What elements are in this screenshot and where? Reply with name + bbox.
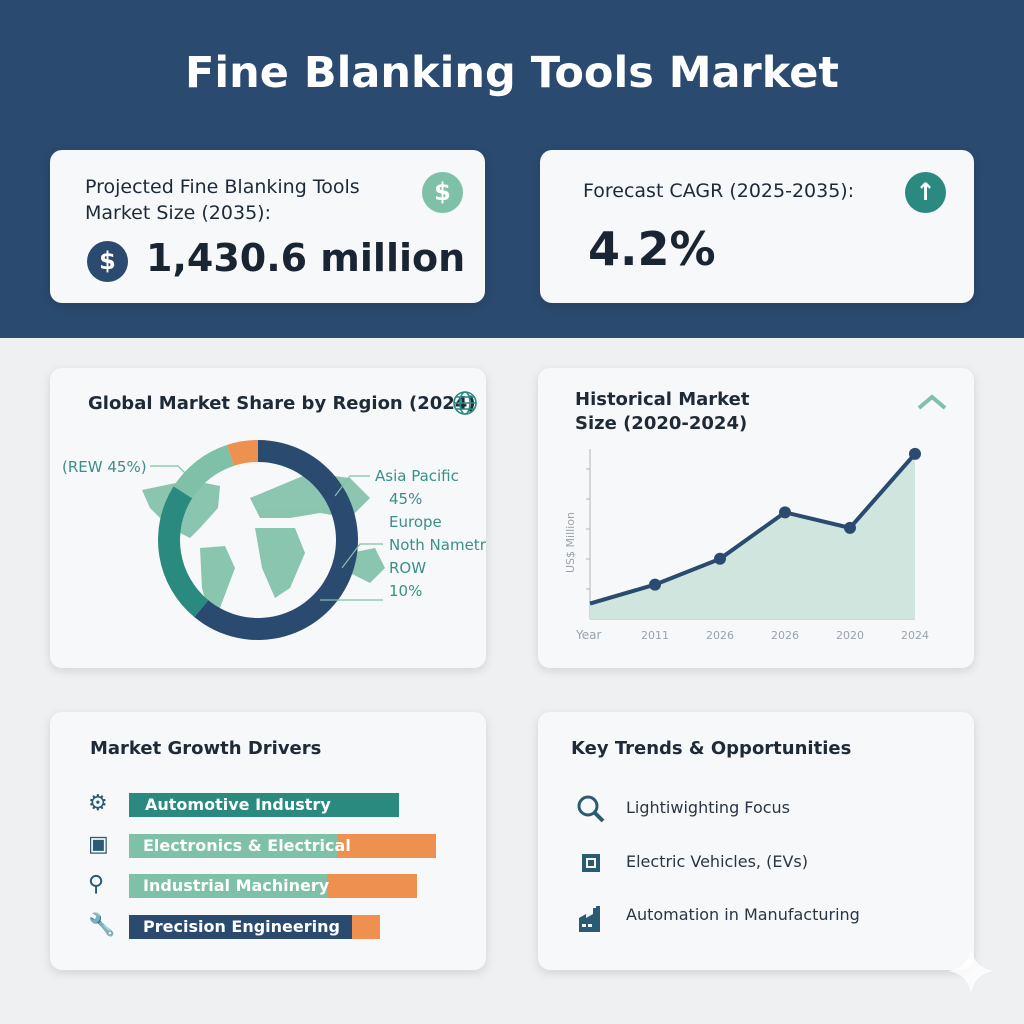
chip-icon: ▣ — [88, 831, 109, 857]
donut-slice — [173, 444, 234, 499]
x-tick-label: 2011 — [641, 629, 669, 642]
donut-slice — [227, 440, 258, 466]
donut-label: Noth Nametra — [389, 536, 486, 554]
region-share-panel: Global Market Share by Region (2024) (RE… — [50, 368, 486, 668]
bar-segment — [352, 914, 381, 939]
region-share-title: Global Market Share by Region (2024) — [88, 393, 476, 414]
driver-bar — [129, 833, 436, 858]
driver-bar — [129, 793, 399, 817]
bar-segment — [336, 833, 436, 858]
donut-label: 10% — [389, 582, 422, 600]
historical-size-panel: Historical Market Size (2020-2024) US$ M… — [538, 368, 974, 668]
bar-segment — [129, 914, 353, 939]
data-point — [649, 578, 661, 591]
globe-icon — [453, 391, 477, 415]
historical-line-chart: US$ Million Year 2011 2026 2026 2020 2024 — [564, 447, 929, 642]
bar-segment — [129, 793, 399, 817]
trend-item: Automation in Manufacturing — [626, 905, 860, 924]
bar-segment — [129, 833, 337, 858]
sparkle-icon — [948, 948, 994, 994]
market-size-card: Projected Fine Blanking Tools Market Siz… — [50, 150, 485, 303]
x-tick-label: 2020 — [836, 629, 864, 642]
arrow-up-icon: ↑ — [905, 172, 946, 213]
market-size-value: 1,430.6 million — [146, 236, 466, 280]
driver-label: Precision Engineering — [143, 916, 340, 936]
region-donut-chart: (REW 45%) Asia Pacific 45% Europe Noth N… — [62, 440, 486, 640]
page-title: Fine Blanking Tools Market — [185, 48, 839, 98]
x-tick-label: 2026 — [771, 629, 799, 642]
dollar-icon: $ — [87, 241, 128, 282]
growth-drivers-title: Market Growth Drivers — [90, 738, 322, 759]
bar-segment — [129, 874, 328, 898]
driver-label: Automotive Industry — [145, 795, 331, 814]
driver-bar — [129, 874, 418, 898]
driver-label: Electronics & Electrical — [143, 835, 351, 855]
data-point — [909, 447, 921, 460]
chevron-up-icon — [917, 394, 947, 410]
data-point — [714, 552, 726, 565]
wrench-icon: 🔧 — [88, 912, 116, 938]
data-point — [779, 506, 791, 519]
trend-item: Electric Vehicles, (EVs) — [626, 852, 808, 871]
driver-label: Industrial Machinery — [143, 876, 330, 895]
x-tick-label: 2024 — [901, 629, 929, 642]
driver-bar — [129, 914, 381, 939]
trend-item: Lightiwighting Focus — [626, 798, 790, 817]
historical-size-title: Historical Market Size (2020-2024) — [575, 389, 750, 434]
dollar-icon: $ — [422, 172, 463, 213]
leader-lines — [150, 465, 383, 601]
donut-label: Asia Pacific — [375, 467, 459, 485]
gear-icon: ⚙ — [88, 791, 108, 816]
bar-segment — [327, 874, 418, 898]
factory-icon — [579, 906, 600, 932]
data-point — [844, 521, 856, 534]
growth-drivers-panel: Market Growth Drivers ⚙ Automotive Indust… — [50, 712, 486, 970]
cagr-card: Forecast CAGR (2025-2035): ↑ 4.2% — [540, 150, 974, 303]
trends-panel: Key Trends & Opportunities Lightiwightin… — [538, 712, 974, 970]
cagr-value: 4.2% — [588, 222, 716, 276]
y-axis-label: US$ Million — [564, 512, 577, 573]
x-axis-label: Year — [575, 628, 601, 642]
search-icon — [577, 795, 605, 823]
market-size-label: Projected Fine Blanking Tools Market Siz… — [85, 176, 360, 224]
wind-turbine-icon: ⚲ — [88, 872, 105, 897]
cagr-label: Forecast CAGR (2025-2035): — [583, 180, 855, 202]
donut-label: (REW 45%) — [62, 458, 147, 476]
donut-slice — [158, 486, 209, 618]
donut-slice — [194, 440, 359, 640]
x-tick-label: 2026 — [706, 629, 734, 642]
donut-label: Europe — [389, 513, 442, 531]
chip-icon — [582, 854, 600, 872]
series-line — [589, 452, 917, 606]
trends-title: Key Trends & Opportunities — [571, 738, 852, 759]
donut-label: ROW — [389, 559, 426, 577]
donut-label: 45% — [389, 490, 422, 508]
